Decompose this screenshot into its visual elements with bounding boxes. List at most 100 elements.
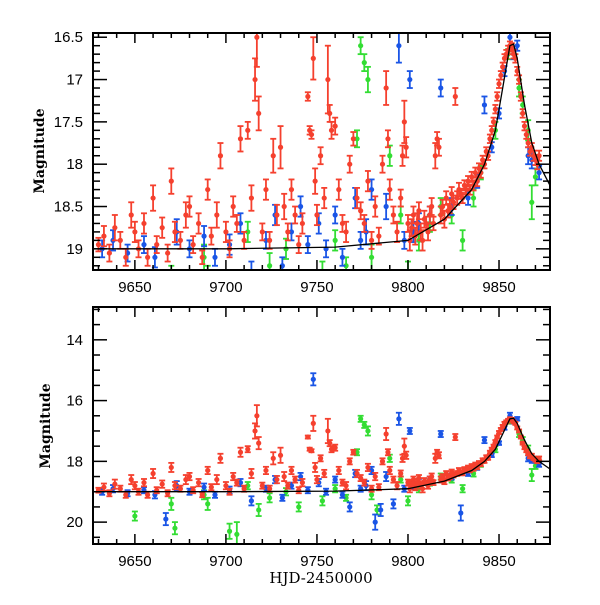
data-point-red: [350, 448, 357, 456]
data-point-red: [313, 203, 320, 227]
marker: [374, 297, 379, 302]
marker: [385, 136, 391, 142]
marker: [230, 203, 236, 210]
data-point-red: [217, 142, 224, 170]
data-point-red: [435, 137, 442, 157]
x-tick-label: 9850: [482, 279, 515, 296]
marker: [405, 272, 410, 277]
series-red: [95, 404, 543, 499]
data-point-green: [528, 184, 535, 221]
marker: [279, 495, 285, 501]
data-point-red: [490, 116, 497, 128]
marker: [332, 237, 338, 243]
marker: [372, 203, 378, 210]
marker: [320, 272, 325, 277]
data-point-red: [328, 120, 335, 140]
data-point-blue: [163, 308, 169, 342]
marker: [325, 76, 331, 83]
marker: [172, 348, 177, 353]
marker: [101, 233, 107, 239]
marker: [529, 199, 535, 205]
y-tick-label: 20: [66, 514, 83, 531]
marker: [407, 76, 413, 83]
marker: [117, 237, 123, 243]
marker: [281, 473, 287, 480]
marker: [241, 486, 247, 492]
data-point-green: [266, 252, 273, 270]
marker: [186, 203, 193, 210]
data-point-red: [117, 484, 124, 493]
marker: [361, 480, 367, 486]
data-point-blue: [357, 231, 364, 250]
marker: [383, 473, 389, 480]
data-point-red: [332, 443, 339, 452]
data-point-blue: [248, 495, 255, 507]
data-point-red: [443, 190, 450, 206]
marker: [354, 449, 360, 455]
data-point-red: [230, 471, 237, 482]
data-point-blue: [310, 372, 317, 387]
marker: [199, 492, 205, 498]
data-point-red: [379, 154, 386, 174]
data-point-green: [319, 495, 326, 507]
marker: [317, 153, 324, 159]
data-point-red: [244, 120, 251, 140]
marker: [141, 242, 147, 248]
data-point-green: [295, 501, 302, 513]
marker: [339, 492, 346, 498]
top-panel-marks: [93, 33, 550, 353]
marker: [398, 476, 404, 483]
marker: [288, 483, 295, 489]
marker: [465, 195, 471, 201]
marker: [396, 43, 402, 49]
marker: [401, 119, 407, 125]
data-point-red: [310, 36, 317, 81]
data-point-green: [361, 53, 368, 72]
data-point-red: [397, 469, 404, 478]
top-panel: 9650 9700 9750 9800 9850 16.51717.51818.519 …: [32, 29, 551, 353]
data-point-red: [386, 178, 393, 201]
data-point-red: [248, 468, 255, 479]
y-tick-label: 17.5: [54, 114, 83, 131]
marker: [263, 486, 269, 492]
marker: [277, 452, 284, 458]
marker: [500, 64, 506, 70]
x-tick-label: 9700: [209, 553, 242, 570]
data-point-red: [452, 433, 459, 441]
data-point-red: [332, 116, 339, 136]
data-point-red: [403, 450, 410, 460]
marker: [95, 242, 102, 248]
data-point-red: [195, 212, 202, 235]
marker: [416, 208, 422, 214]
data-point-red: [346, 457, 353, 466]
marker: [525, 140, 531, 146]
marker: [516, 85, 522, 91]
marker: [394, 483, 400, 489]
marker: [492, 439, 498, 445]
marker: [460, 486, 466, 492]
data-point-red: [171, 481, 178, 491]
marker: [520, 110, 526, 117]
marker: [332, 123, 338, 129]
data-point-blue: [372, 513, 379, 531]
data-point-red: [321, 186, 328, 210]
marker: [438, 431, 444, 437]
marker: [314, 476, 320, 483]
data-point-blue: [248, 260, 255, 270]
data-point-green: [282, 237, 289, 260]
marker: [254, 34, 260, 40]
marker: [263, 237, 269, 243]
marker: [321, 195, 327, 201]
marker: [518, 93, 524, 100]
data-point-red: [346, 154, 353, 174]
data-point-red: [233, 214, 240, 233]
data-point-red: [177, 231, 184, 250]
marker: [305, 434, 311, 440]
marker: [358, 43, 364, 49]
data-point-green: [386, 144, 393, 167]
marker: [245, 446, 251, 452]
data-point-red: [281, 471, 288, 483]
data-point-red: [186, 195, 193, 218]
data-point-green: [233, 521, 240, 544]
marker: [177, 237, 183, 243]
